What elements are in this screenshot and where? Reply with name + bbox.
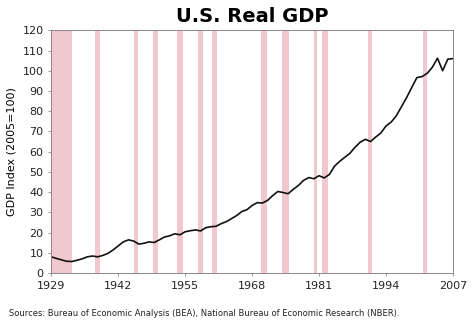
Bar [368,30,372,273]
Y-axis label: GDP Index (2005=100): GDP Index (2005=100) [7,87,17,216]
Bar [261,30,266,273]
Bar [322,30,328,273]
Bar [456,30,463,273]
Bar [51,30,72,273]
Bar [134,30,138,273]
Bar [282,30,289,273]
Bar [423,30,427,273]
Bar [153,30,158,273]
Bar [95,30,100,273]
Bar [212,30,217,273]
Title: U.S. Real GDP: U.S. Real GDP [176,7,328,26]
Text: Sources: Bureau of Economic Analysis (BEA), National Bureau of Economic Research: Sources: Bureau of Economic Analysis (BE… [9,309,400,318]
Bar [314,30,318,273]
Bar [177,30,182,273]
Bar [198,30,203,273]
